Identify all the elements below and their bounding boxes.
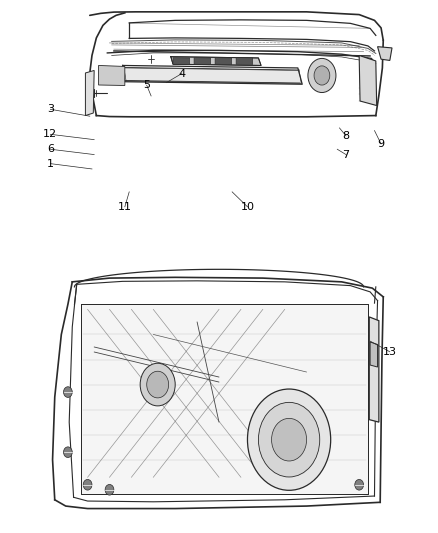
Polygon shape [194,58,211,64]
Text: 3: 3 [47,104,54,114]
Text: 12: 12 [43,130,57,139]
Polygon shape [359,55,377,106]
Text: 13: 13 [383,347,397,357]
Text: 10: 10 [240,202,254,212]
Text: 4: 4 [178,69,185,78]
Polygon shape [85,70,94,116]
Circle shape [258,402,320,477]
Circle shape [272,418,307,461]
Circle shape [362,59,372,72]
Circle shape [105,484,114,495]
Text: 5: 5 [143,80,150,90]
Polygon shape [236,58,253,64]
Polygon shape [81,304,368,494]
Circle shape [355,480,364,490]
Polygon shape [378,47,392,60]
Circle shape [147,371,169,398]
Polygon shape [99,66,125,85]
Circle shape [364,62,370,69]
Polygon shape [369,317,379,422]
Polygon shape [124,68,301,84]
Polygon shape [171,56,261,66]
Circle shape [140,364,175,406]
Text: 11: 11 [118,202,132,212]
Circle shape [64,447,72,457]
Text: 9: 9 [378,139,385,149]
Polygon shape [173,58,190,64]
Circle shape [64,387,72,398]
Text: 8: 8 [343,131,350,141]
Text: 6: 6 [47,144,54,154]
Text: 7: 7 [343,150,350,159]
Circle shape [247,389,331,490]
Text: 1: 1 [47,159,54,168]
Circle shape [308,59,336,93]
Circle shape [314,66,330,85]
Polygon shape [215,58,232,64]
Polygon shape [370,342,378,367]
Circle shape [83,480,92,490]
